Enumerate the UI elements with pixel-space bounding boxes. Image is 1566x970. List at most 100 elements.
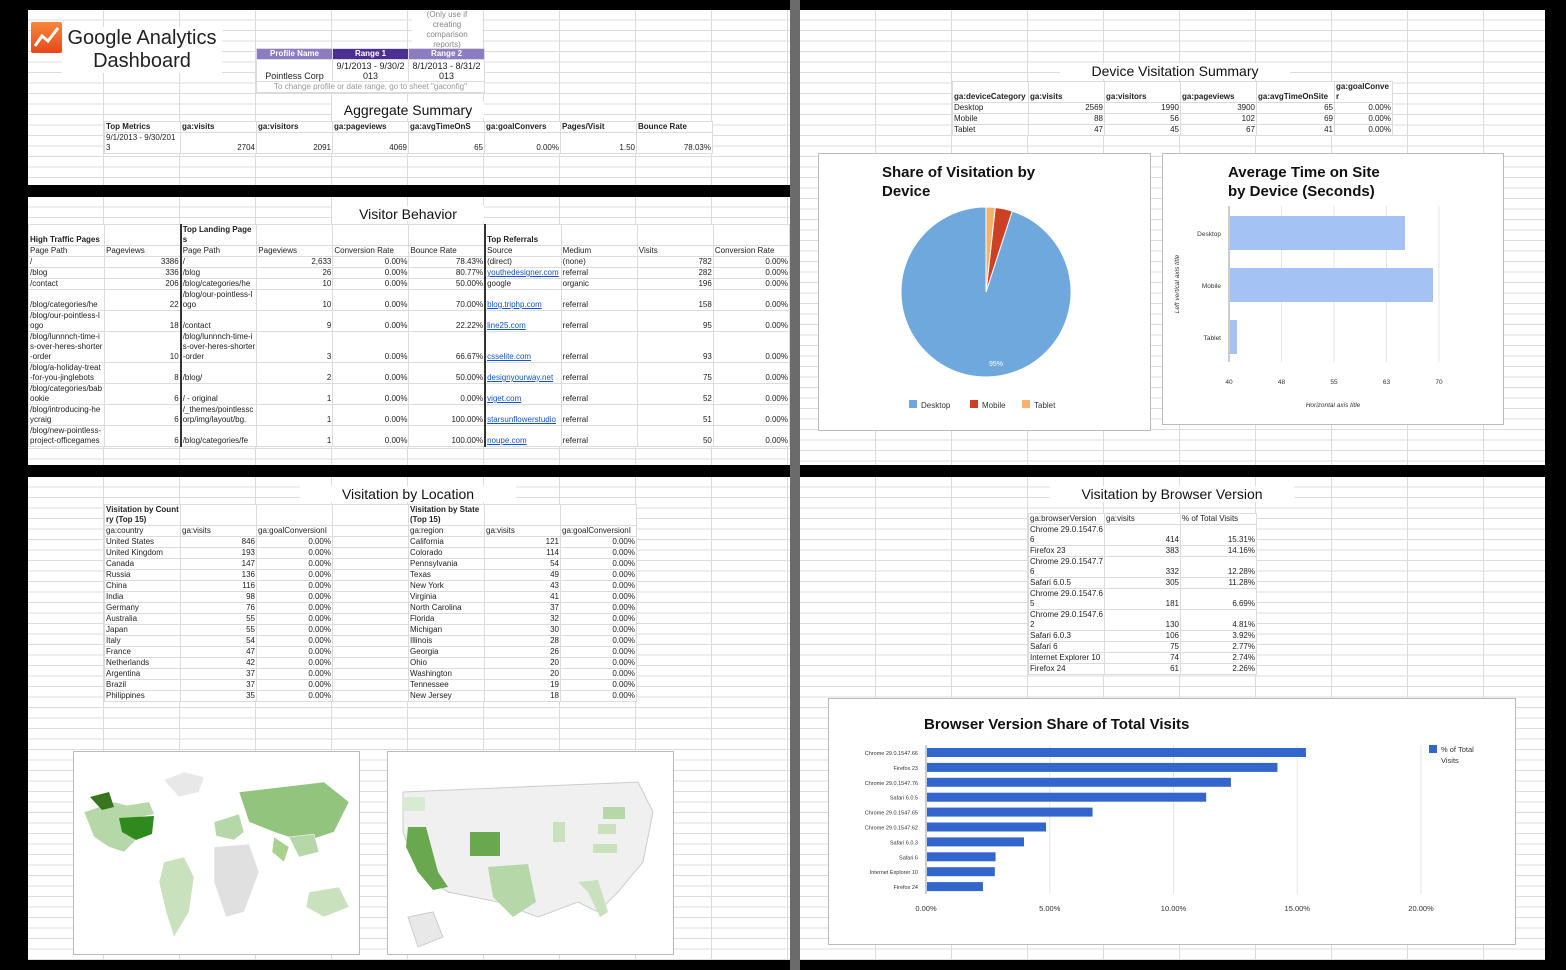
header-row: ga:browserVersion ga:visits% of Total Vis… [1028,513,1257,525]
page-path: /blog/lunnnch-time-is-over-heres-shorter… [27,331,106,363]
metric-value[interactable]: 0.00% [484,132,561,154]
state-conversion: 0.00% [560,679,637,691]
referral-source: (direct) [484,256,562,268]
state-visits: 30 [484,624,561,636]
table-row: Canada 147 0.00% Pennsylvania 54 0.00% [104,558,637,570]
cell [332,624,409,636]
referral-source[interactable]: starsunflowerstudio [484,404,562,426]
referral-source[interactable]: viget.com [484,383,562,405]
browser-cell: Chrome 29.0.1547.66 [1028,524,1105,546]
state-name: Florida [408,613,485,625]
world-map[interactable] [73,751,360,955]
column-header: ga:browserVersion [1028,513,1105,525]
referral-source[interactable]: noupe.com [484,425,562,447]
device-cell: 65 [1256,102,1335,114]
state-name: Illinois [408,635,485,647]
browser-cell: 2.77% [1180,641,1257,653]
panel-divider[interactable] [790,0,800,970]
state-visits: 32 [484,613,561,625]
referral-source[interactable]: csselite.com [484,331,562,363]
y-tick-label: Safari 6.0.3 [890,840,918,846]
table-row: /blog/introducing-heycraig 6/_themes/poin… [27,404,791,426]
device-pie-chart[interactable]: Share of Visitation by Device 95% Desktop Mo… [818,153,1151,431]
device-table: ga:deviceCategory ga:visits ga:visitors ga:… [952,81,1393,136]
x-tick-label: 15.00% [1285,904,1311,913]
referral-visits: 95 [636,310,714,332]
metric-value[interactable]: 2091 [256,132,333,154]
cell [256,224,334,246]
column-header: % of Total Visits [1180,513,1257,525]
us-map[interactable] [387,751,674,955]
legend-label-tablet: Tablet [1034,401,1056,410]
x-tick-label: 63 [1383,379,1391,386]
state-conversion: 0.00% [560,602,637,614]
x-tick-label: 40 [1225,379,1233,386]
browser-bar [927,792,1207,802]
browser-cell: Firefox 23 [1028,545,1105,557]
metric-value[interactable]: 2704 [180,132,257,154]
y-tick-label: Safari 6.0.5 [890,796,918,802]
country-conversion: 0.00% [256,602,333,614]
browser-bar [927,762,1278,772]
cell [332,558,409,570]
referral-conversion: 0.00% [712,331,791,363]
device-cell: 47 [1028,124,1105,136]
browser-cell: Internet Explorer 10 [1028,652,1105,664]
referral-visits: 93 [636,331,714,363]
referral-medium: referral [560,425,638,447]
browser-bar [927,822,1047,832]
landing-metric: 3 [256,331,334,363]
country-visits: 55 [180,624,257,636]
referral-source[interactable]: line25.com [484,310,562,332]
country-conversion: 0.00% [256,580,333,592]
y-tick-label: Internet Explorer 10 [870,870,918,876]
metric-value[interactable]: 65 [408,132,485,154]
metric-value[interactable]: 78.03% [636,132,713,154]
range2-value[interactable]: 8/1/2013 - 8/31/2013 [408,59,485,82]
country-conversion: 0.00% [256,690,333,702]
pageviews: 3386 [104,256,182,268]
column-header: ga:visits [1028,81,1105,103]
country-conversion: 0.00% [256,558,333,570]
header-row: Page Path Pageviews Page Path Pageviews Conv… [27,245,791,257]
cell [332,525,409,537]
table-row: Safari 6.0.3 106 3.92% [1028,630,1257,642]
referrals-title: Top Referrals [484,224,562,246]
browser-cell: Chrome 29.0.1547.62 [1028,609,1105,631]
browser-title: Visitation by Browser Version [1050,486,1294,502]
referral-medium: referral [560,267,638,279]
range1-value[interactable]: 9/1/2013 - 9/30/2013 [332,59,409,82]
referral-source[interactable]: designyourway.net [484,362,562,384]
x-tick-label: 55 [1330,379,1338,386]
referral-medium: referral [560,383,638,405]
aggregate-table: Top Metrics ga:visits ga:visitors ga:pagevi… [104,121,713,154]
metric-value[interactable]: 1.50 [560,132,637,154]
column-header: Medium [560,245,638,257]
landing-path: / [179,256,258,268]
bar-desktop [1230,216,1405,250]
landing-metric: 1 [256,383,334,405]
landing-path: / - original [179,383,258,405]
cell [332,657,409,669]
y-tick-label: Firefox 23 [894,766,918,772]
referral-source[interactable]: youthedesigner.com [484,267,562,279]
cell [484,504,561,526]
profile-value[interactable]: Pointless Corp [256,59,333,82]
metric-value[interactable]: 4069 [332,132,409,154]
cell [332,547,409,559]
metric-value[interactable]: 9/1/2013 - 9/30/2013 [104,132,181,154]
y-tick-label: Firefox 24 [894,885,918,891]
landing-metric: 66.67% [408,331,486,363]
country-visits: 116 [180,580,257,592]
browser-cell: 181 [1104,588,1181,610]
state-visits: 20 [484,668,561,680]
page-path: /blog/categories/babookie [27,383,106,405]
legend-label: % of Total Visits [1441,745,1474,765]
device-cell: 0.00% [1334,102,1393,114]
table-row: /contact 206/blog/categories/he 10 0.00% 50.… [27,278,791,290]
landing-metric: 0.00% [332,383,410,405]
browser-bar-chart[interactable]: Browser Version Share of Total Visits 0.0… [828,698,1516,945]
state-name: New York [408,580,485,592]
referral-source[interactable]: blog.triphp.com [484,289,562,311]
avg-time-bar-chart[interactable]: Average Time on Site by Device (Seconds) 4… [1162,153,1504,425]
